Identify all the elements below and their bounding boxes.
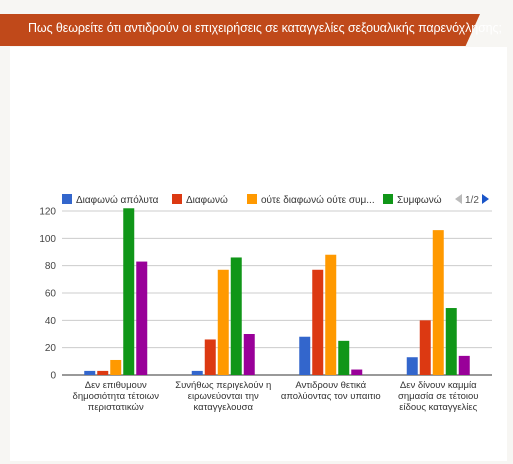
legend-item-0[interactable]: Διαφωνώ απόλυτα <box>62 194 158 206</box>
bar-0-3 <box>123 208 135 375</box>
question-banner <box>0 14 480 46</box>
legend-swatch-3 <box>383 194 393 204</box>
legend-label-0: Διαφωνώ απόλυτα <box>76 195 159 206</box>
bar-0-0 <box>84 370 96 375</box>
bar-2-4 <box>351 369 363 375</box>
legend-label-3: Συμφωνώ <box>397 195 442 206</box>
question-title: Πως θεωρείτε ότι αντιδρούν οι επιχειρήσε… <box>28 21 502 35</box>
bar-2-2 <box>325 254 337 375</box>
bar-3-0 <box>406 357 418 375</box>
bar-0-1 <box>97 370 109 375</box>
bar-2-0 <box>299 336 311 375</box>
pager-prev-icon[interactable] <box>455 194 462 204</box>
legend-swatch-1 <box>172 194 182 204</box>
bar-1-0 <box>191 370 203 375</box>
legend-item-1[interactable]: Διαφωνώ <box>172 194 228 206</box>
legend-swatch-0 <box>62 194 72 204</box>
x-tick-label-0-2: περιστατικών <box>88 402 144 413</box>
y-tick-label-5: 100 <box>39 234 56 245</box>
bar-1-1 <box>204 339 216 375</box>
legend-swatch-2 <box>247 194 257 204</box>
bar-0-4 <box>136 261 148 375</box>
bar-0-2 <box>110 359 122 375</box>
x-tick-label-2-1: απολύοντας τον υπαιτιο <box>281 391 381 402</box>
legend-item-3[interactable]: Συμφωνώ <box>383 194 442 206</box>
y-tick-label-0: 0 <box>50 371 56 382</box>
pager-next-icon[interactable] <box>481 194 489 204</box>
x-tick-label-1-0: Συνήθως περιγελούν η <box>175 380 271 391</box>
x-tick-label-1-1: ειρωνεύονται την <box>188 391 259 402</box>
x-tick-label-3-0: Δεν δίνουν καμμία <box>400 380 477 391</box>
legend-pager: 1/2 <box>455 194 489 206</box>
legend-item-2[interactable]: ούτε διαφωνώ ούτε συμ... <box>247 194 375 206</box>
x-tick-label-3-1: σημασία σε τέτοιου <box>398 391 478 402</box>
y-tick-label-6: 120 <box>39 207 56 218</box>
x-tick-label-3-2: είδους καταγγελίες <box>399 402 477 413</box>
bar-2-1 <box>312 269 324 375</box>
legend-label-2: ούτε διαφωνώ ούτε συμ... <box>261 195 375 206</box>
x-tick-label-1-2: καταγγελουσα <box>194 402 254 413</box>
x-tick-label-2-0: Αντιδρουν θετικά <box>295 380 366 391</box>
legend-label-1: Διαφωνώ <box>186 195 228 206</box>
bar-2-3 <box>338 340 350 375</box>
y-tick-label-2: 40 <box>45 316 57 327</box>
chart-legend: Διαφωνώ απόλυτα Διαφωνώ ούτε διαφωνώ ούτ… <box>62 194 502 208</box>
bar-3-4 <box>458 355 470 375</box>
bar-1-4 <box>243 334 255 375</box>
bar-3-3 <box>445 308 457 375</box>
y-tick-label-1: 20 <box>45 343 57 354</box>
bar-1-2 <box>217 269 229 375</box>
bar-1-3 <box>230 257 242 375</box>
x-tick-label-0-1: δημοσιότητα τέτοιων <box>73 391 160 402</box>
bar-3-1 <box>419 320 431 375</box>
pager-label: 1/2 <box>465 195 479 206</box>
y-tick-label-3: 60 <box>45 289 57 300</box>
y-tick-label-4: 80 <box>45 261 57 272</box>
x-tick-label-0-0: Δεν επιθυμουν <box>85 380 147 391</box>
chart-card <box>10 47 507 461</box>
bar-3-2 <box>432 230 444 375</box>
